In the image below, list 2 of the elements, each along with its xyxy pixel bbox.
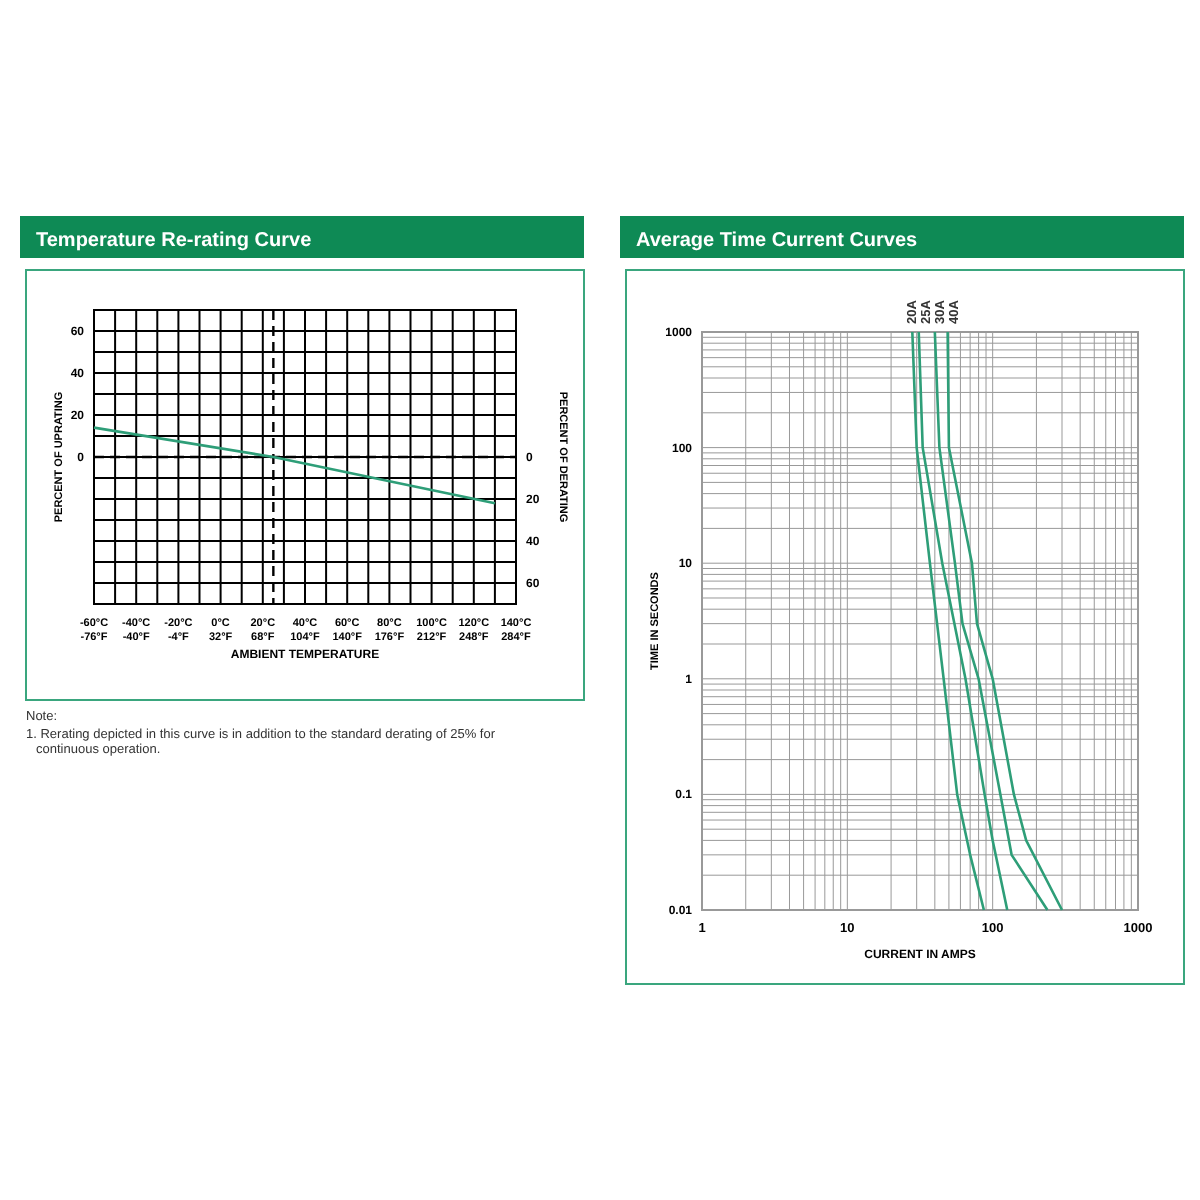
chart-title: Average Time Current Curves [636,230,919,252]
chart-title: Temperature Re-rating Curve [36,230,313,252]
